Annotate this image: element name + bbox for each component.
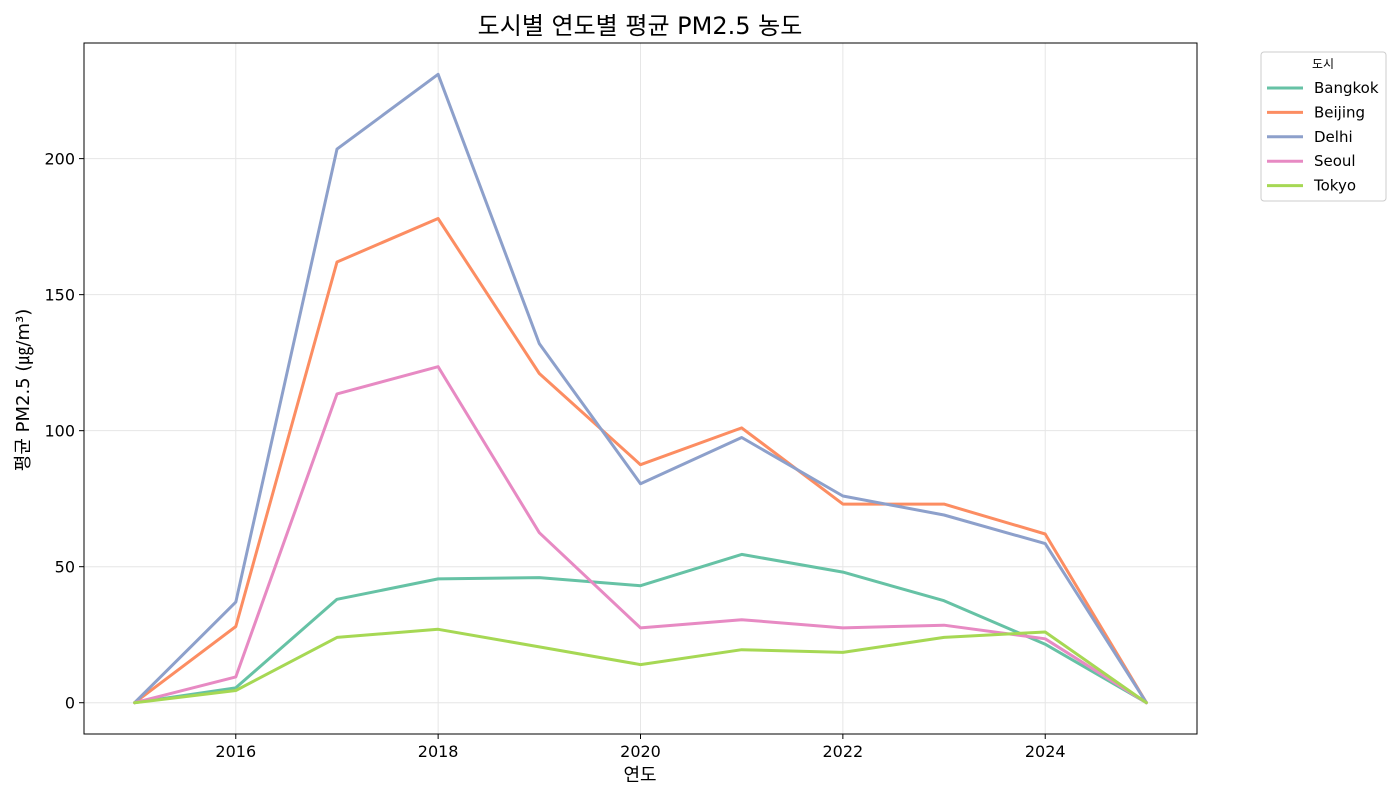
grid-lines [84,43,1197,734]
legend-label-tokyo: Tokyo [1313,177,1356,195]
y-tick-label: 200 [44,150,75,169]
legend-title: 도시 [1312,57,1334,71]
y-tick-label: 0 [65,694,75,713]
series-line-seoul [133,365,1148,705]
legend-label-delhi: Delhi [1314,128,1353,146]
x-axis-label: 연도 [623,765,656,786]
legend: 도시 Bangkok Beijing Delhi Seoul Tokyo [1260,51,1387,202]
x-tick-label: 2022 [823,742,864,761]
x-tick-label: 2018 [418,742,459,761]
series-line-beijing [133,217,1148,705]
y-tick-label: 50 [55,558,75,577]
x-tick-label: 2020 [620,742,661,761]
legend-label-beijing: Beijing [1314,103,1365,121]
chart-title: 도시별 연도별 평균 PM2.5 농도 [478,12,803,40]
x-tick-label: 2016 [215,742,256,761]
y-tick-label: 150 [44,286,75,305]
legend-label-bangkok: Bangkok [1314,79,1379,97]
series-line-tokyo [133,627,1148,705]
series-line-bangkok [133,552,1148,705]
y-axis-label: 평균 PM2.5 (㎍/m³) [13,309,34,471]
x-tick-label: 2024 [1025,742,1066,761]
y-tick-label: 100 [44,422,75,441]
legend-items: Bangkok Beijing Delhi Seoul Tokyo [1267,79,1379,195]
x-axis-ticks: 2016 2018 2020 2022 2024 [215,734,1066,761]
legend-label-seoul: Seoul [1314,152,1356,170]
y-axis-ticks: 0 50 100 150 200 [44,150,84,713]
series-line-delhi [133,72,1148,705]
series-lines [133,72,1148,705]
